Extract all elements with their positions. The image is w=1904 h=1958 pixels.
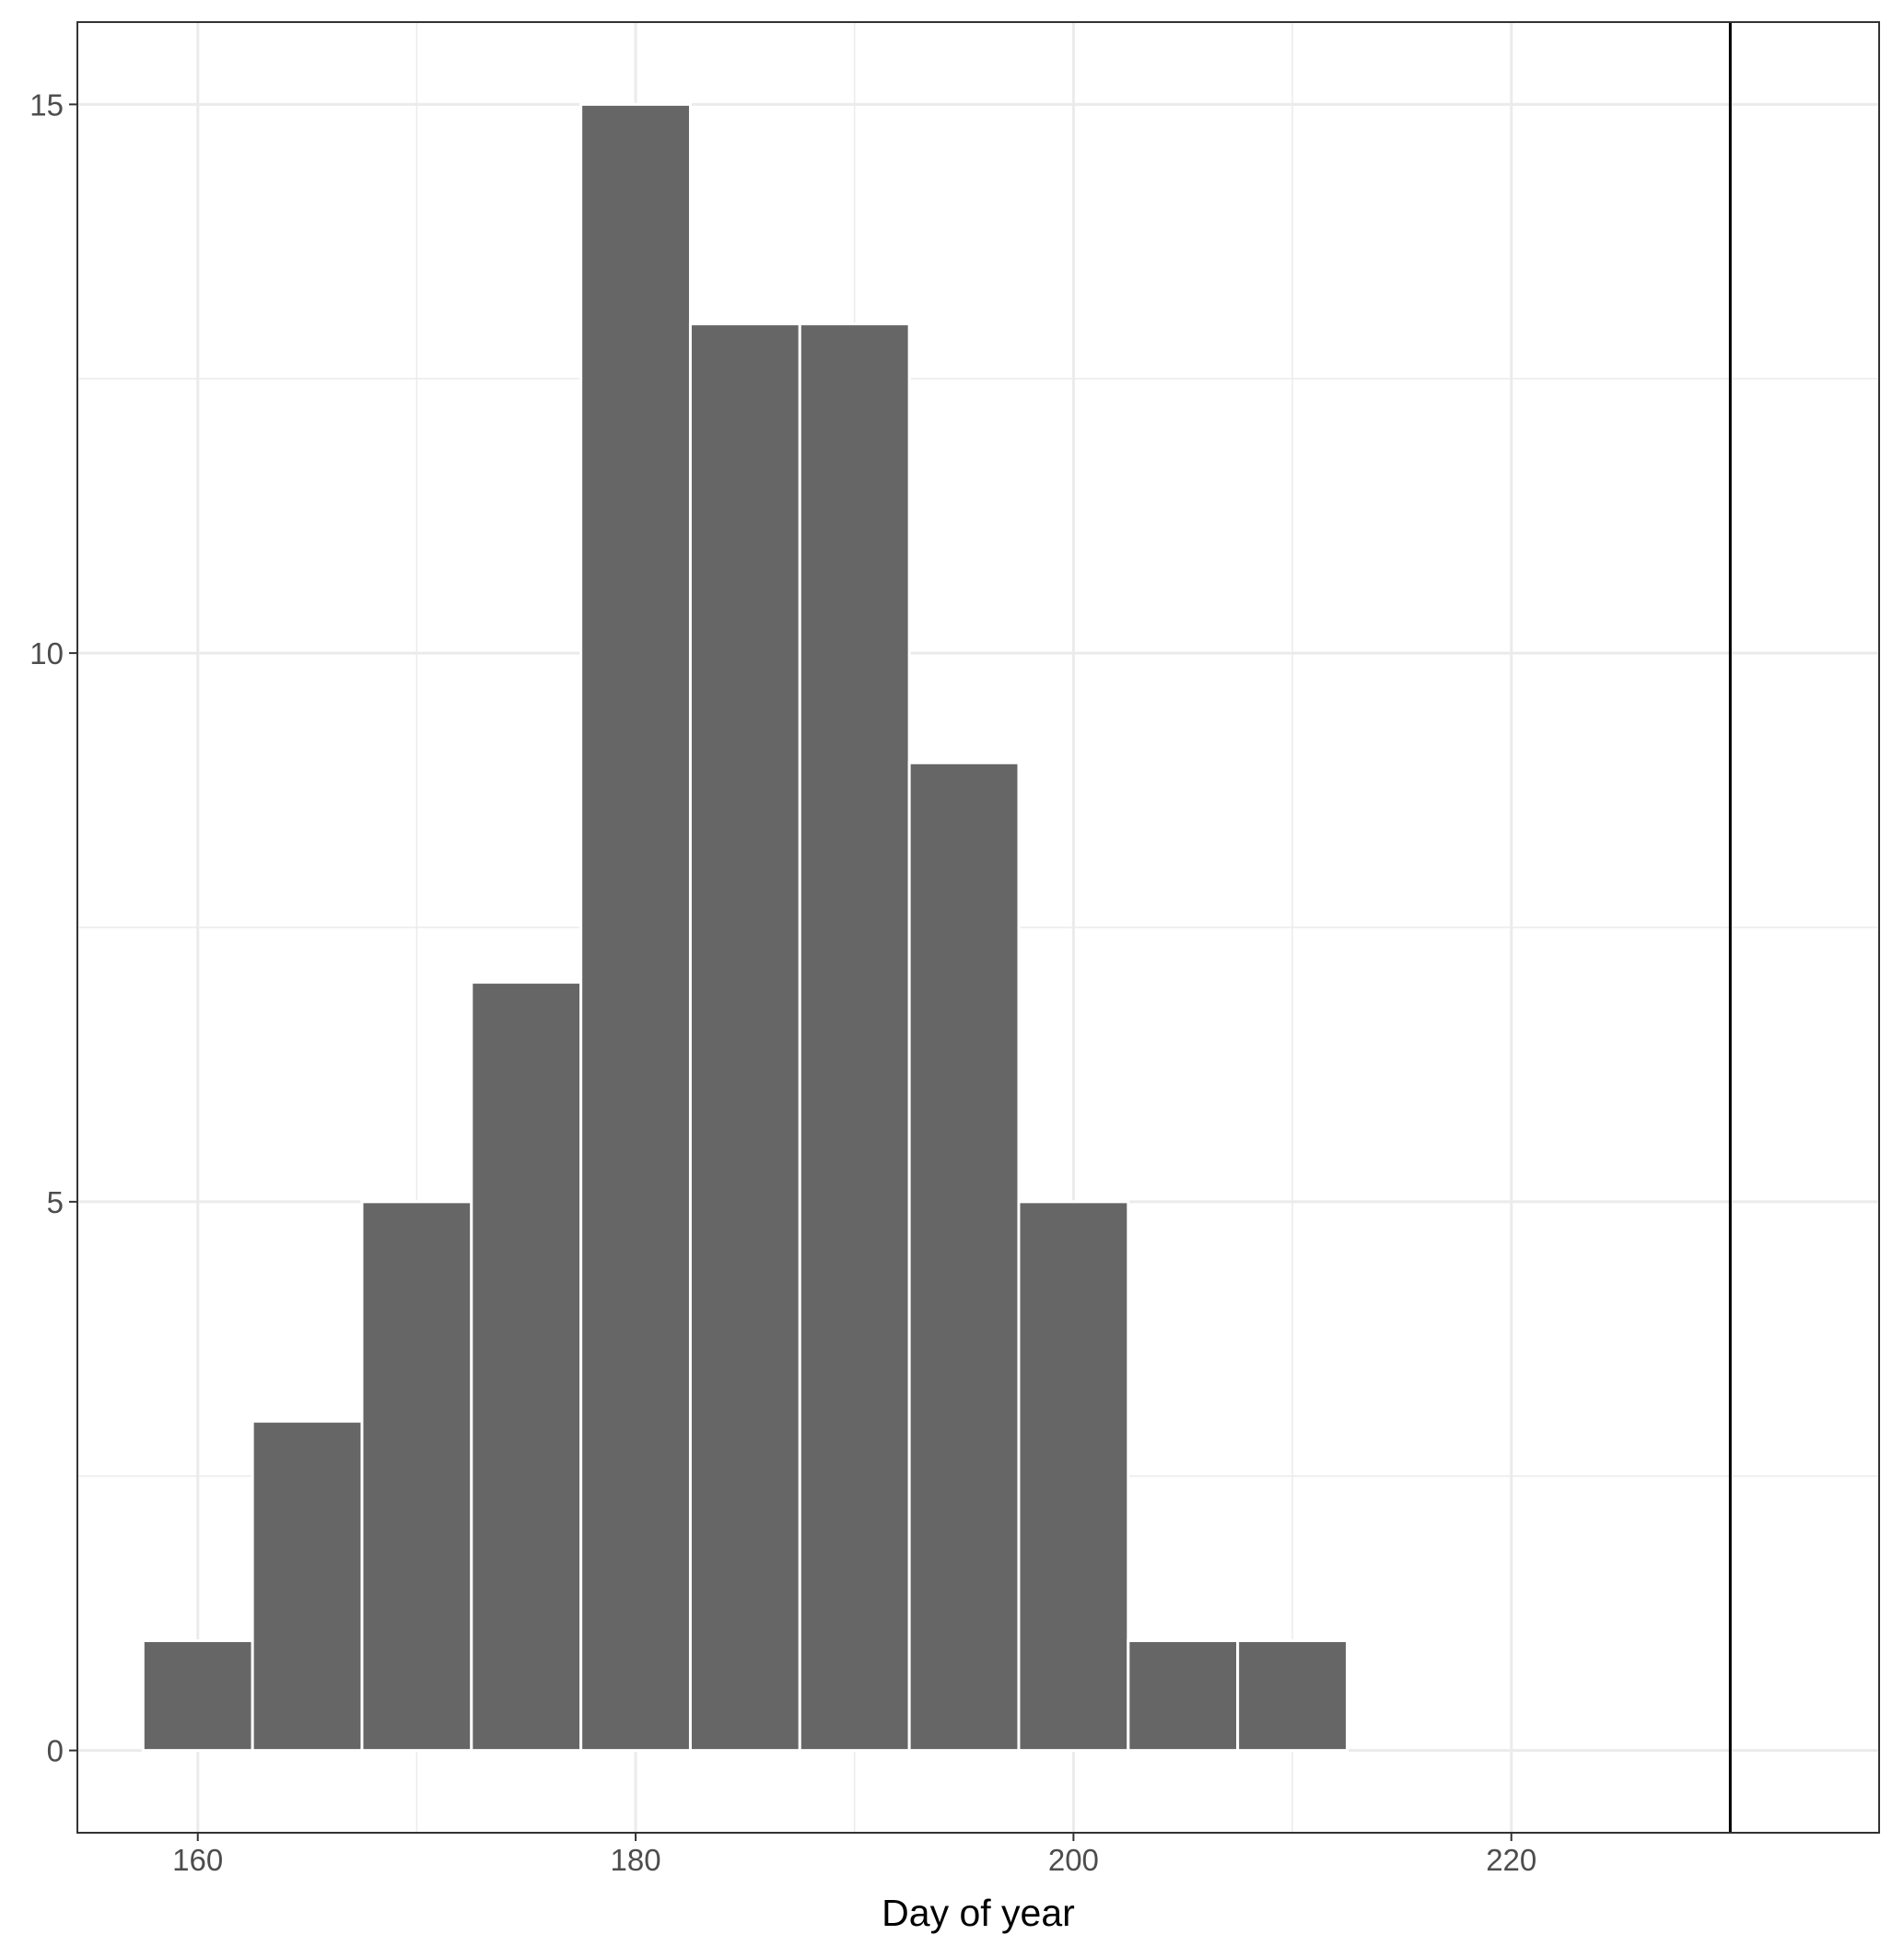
x-axis: 160 180 200 220: [172, 1833, 1536, 1877]
x-axis-title: Day of year: [882, 1892, 1075, 1934]
histogram-bar: [251, 1419, 364, 1753]
y-tick-label: 10: [29, 636, 64, 670]
y-tick-label: 5: [47, 1185, 64, 1219]
histogram-bar: [688, 322, 801, 1753]
x-tick-label: 220: [1486, 1843, 1536, 1877]
histogram-bar: [1236, 1638, 1349, 1753]
histogram-bar: [1127, 1638, 1240, 1753]
histogram-bar: [798, 322, 911, 1753]
panel-border: [76, 21, 1880, 1834]
y-tick-label: 15: [29, 87, 64, 122]
y-tick-label: 0: [47, 1734, 64, 1768]
x-tick-label: 180: [611, 1843, 661, 1877]
histogram-bar: [360, 1200, 473, 1753]
x-tick-label: 200: [1048, 1843, 1099, 1877]
histogram-bar: [141, 1638, 254, 1753]
histogram-bar: [907, 761, 1021, 1753]
histogram-bar: [579, 102, 692, 1753]
histogram-bars: [141, 102, 1349, 1753]
histogram-bar: [470, 981, 583, 1753]
x-tick-label: 160: [172, 1843, 223, 1877]
y-axis: 0 5 10 15: [29, 87, 77, 1768]
histogram-bar: [1017, 1200, 1130, 1753]
